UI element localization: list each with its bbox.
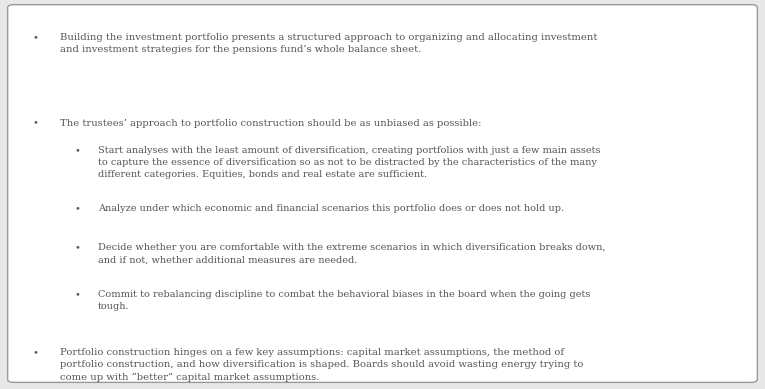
Text: •: • [32, 33, 38, 42]
FancyBboxPatch shape [8, 5, 757, 382]
Text: The trustees’ approach to portfolio construction should be as unbiased as possib: The trustees’ approach to portfolio cons… [60, 119, 481, 128]
Text: Decide whether you are comfortable with the extreme scenarios in which diversifi: Decide whether you are comfortable with … [98, 243, 605, 264]
Text: Commit to rebalancing discipline to combat the behavioral biases in the board wh: Commit to rebalancing discipline to comb… [98, 290, 591, 311]
Text: •: • [75, 243, 81, 252]
Text: Building the investment portfolio presents a structured approach to organizing a: Building the investment portfolio presen… [60, 33, 597, 54]
Text: •: • [75, 146, 81, 155]
Text: Analyze under which economic and financial scenarios this portfolio does or does: Analyze under which economic and financi… [98, 204, 564, 213]
Text: Start analyses with the least amount of diversification, creating portfolios wit: Start analyses with the least amount of … [98, 146, 601, 179]
Text: •: • [75, 204, 81, 213]
Text: Portfolio construction hinges on a few key assumptions: capital market assumptio: Portfolio construction hinges on a few k… [60, 348, 583, 382]
Text: •: • [32, 119, 38, 128]
Text: •: • [32, 348, 38, 357]
Text: •: • [75, 290, 81, 299]
